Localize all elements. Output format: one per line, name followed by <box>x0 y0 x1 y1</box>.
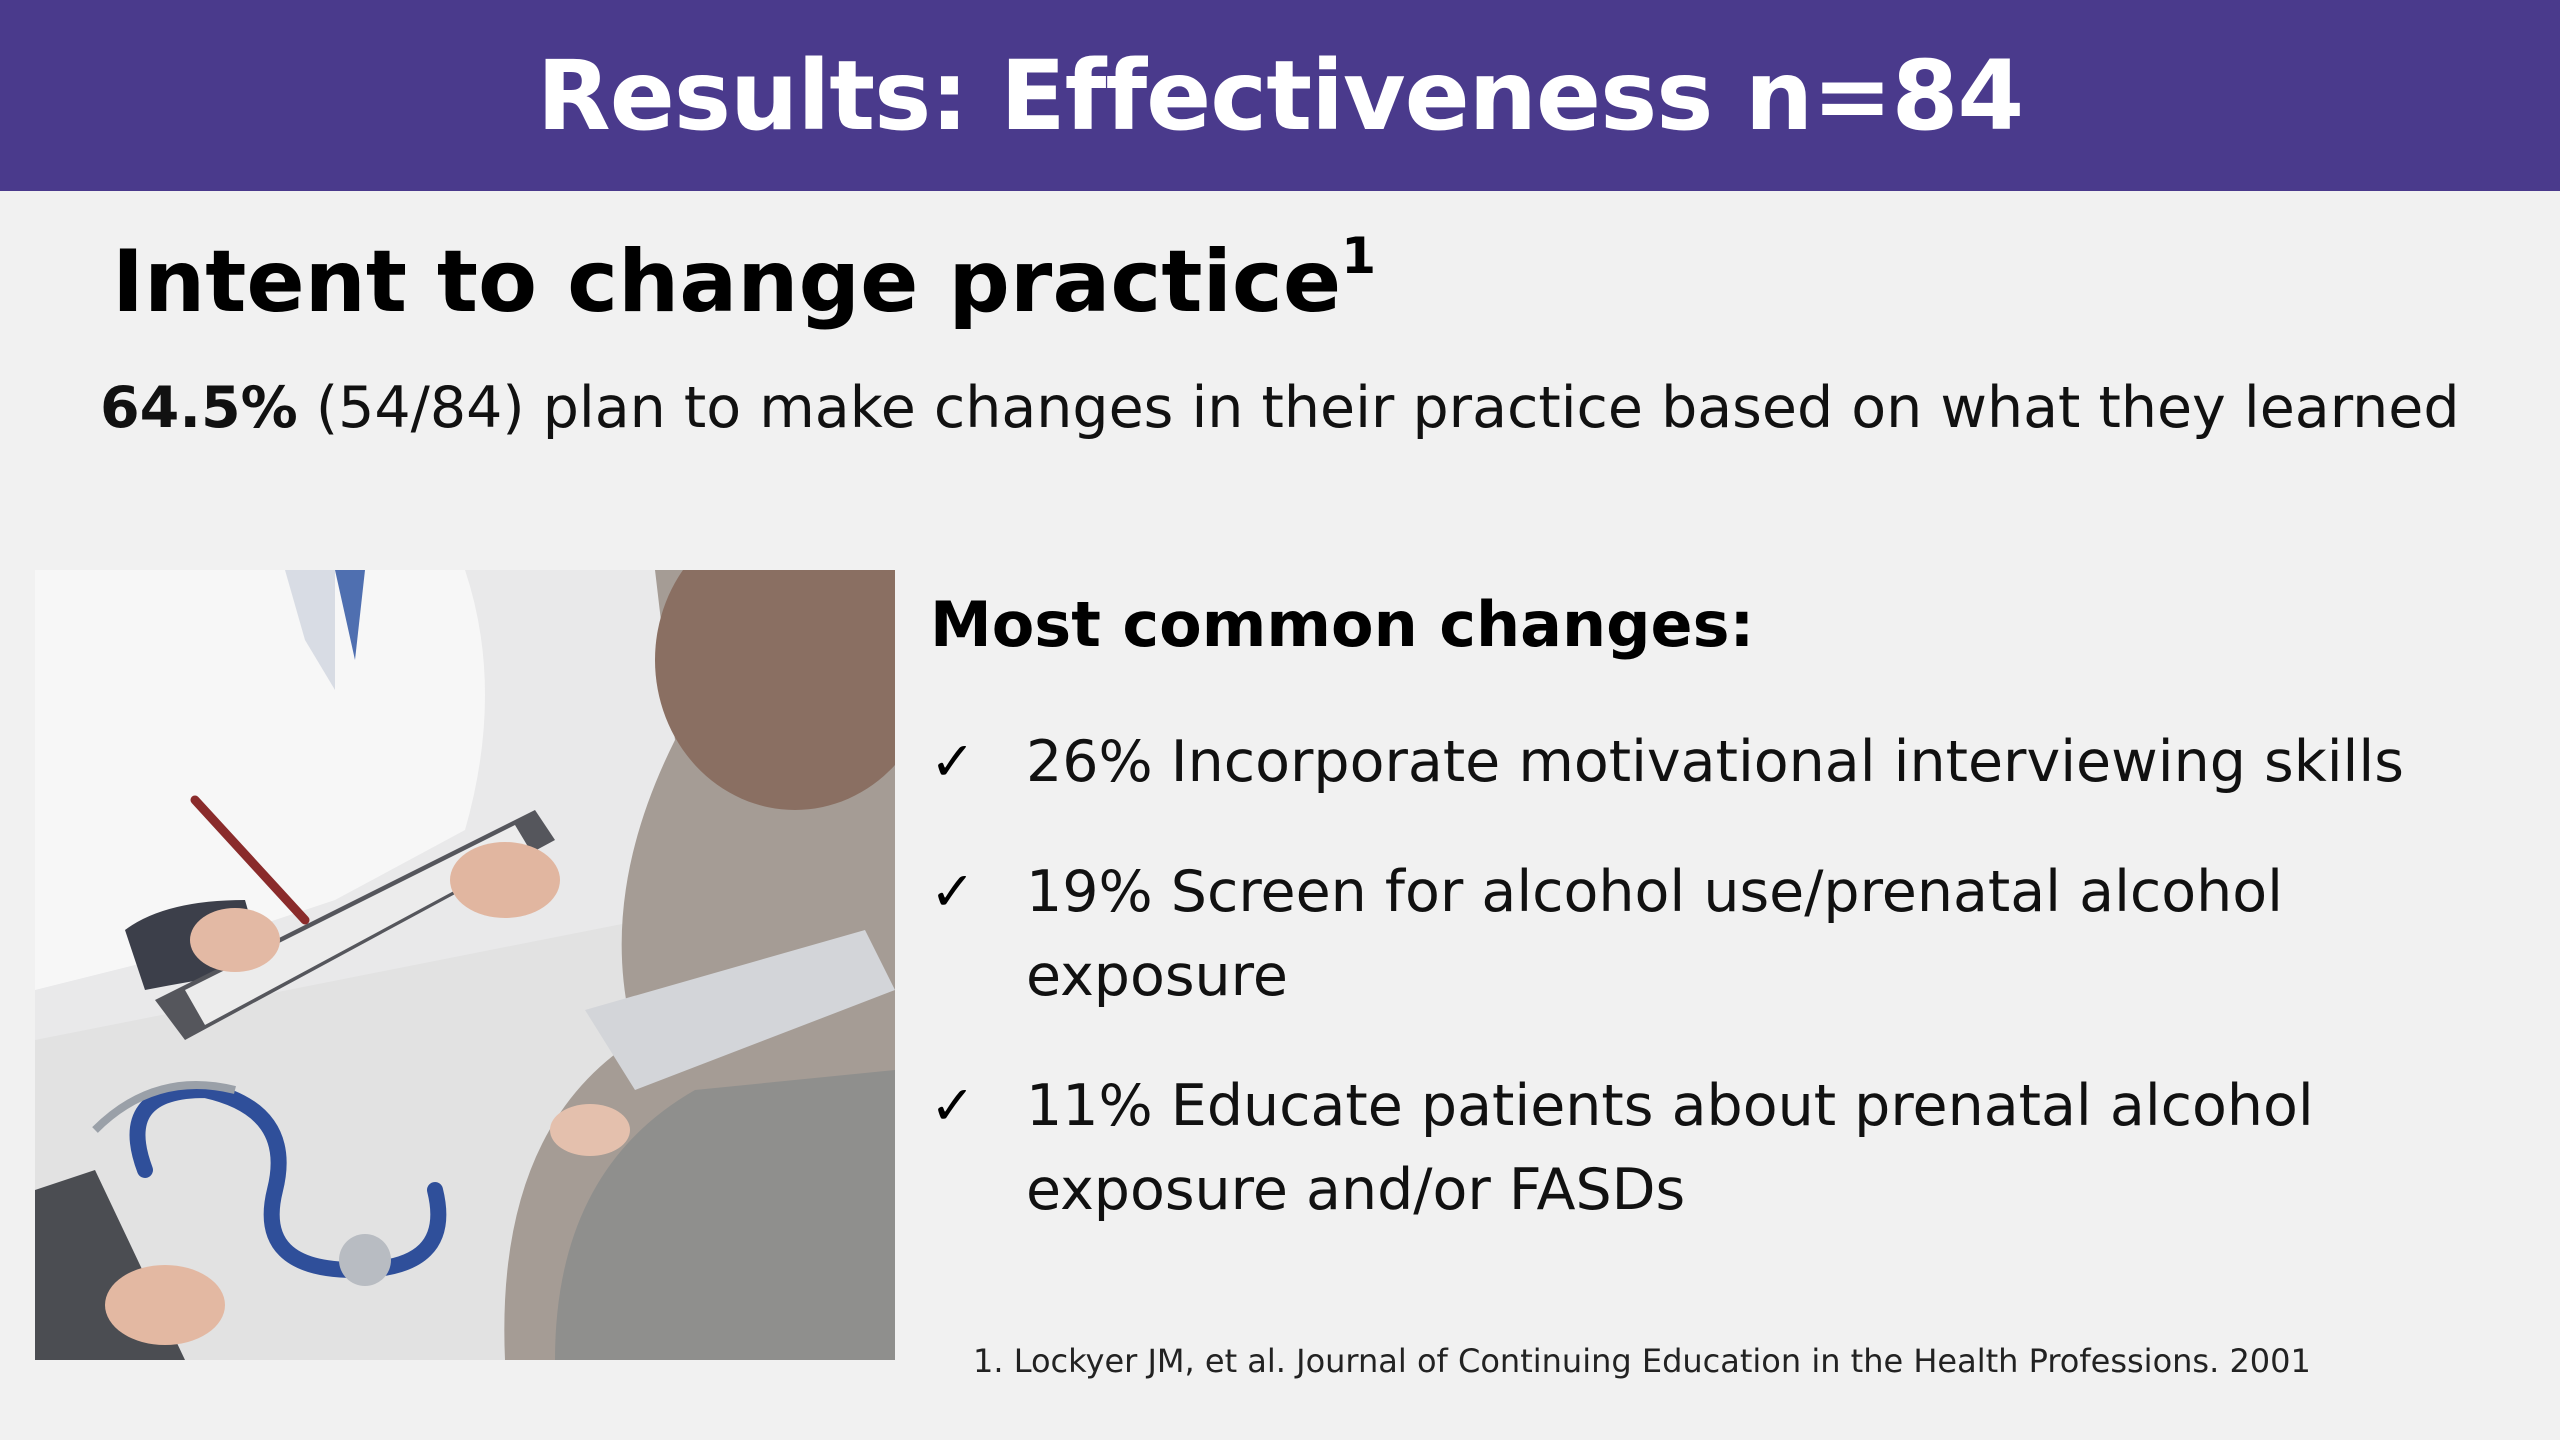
checkmark-icon: ✓ <box>930 1074 976 1137</box>
list-item: ✓ 11% Educate patients about prenatal al… <box>930 1064 2470 1232</box>
list-item: ✓ 19% Screen for alcohol use/prenatal al… <box>930 850 2470 1018</box>
list-item-text: 19% Screen for alcohol use/prenatal alco… <box>1026 859 2283 1009</box>
section-heading-text: Intent to change practice <box>112 232 1342 332</box>
doctor-patient-photo <box>35 570 895 1360</box>
list-item-text: 26% Incorporate motivational interviewin… <box>1026 729 2404 795</box>
list-item: ✓ 26% Incorporate motivational interview… <box>930 720 2470 804</box>
stat-highlight: 64.5% <box>100 375 298 441</box>
list-item-text: 11% Educate patients about prenatal alco… <box>1026 1073 2314 1223</box>
stat-text: (54/84) plan to make changes in their pr… <box>297 375 2460 441</box>
changes-heading: Most common changes: <box>930 588 1755 661</box>
section-heading: Intent to change practice1 <box>112 227 1376 332</box>
checkmark-icon: ✓ <box>930 730 976 793</box>
slide-title: Results: Effectiveness n=84 <box>536 39 2024 152</box>
checkmark-icon: ✓ <box>930 860 976 923</box>
intent-statistic: 64.5% (54/84) plan to make changes in th… <box>100 375 2460 441</box>
changes-list: ✓ 26% Incorporate motivational interview… <box>930 720 2470 1278</box>
footnote-citation: 1. Lockyer JM, et al. Journal of Continu… <box>973 1342 2311 1380</box>
footnote-reference: 1 <box>1341 227 1377 286</box>
title-bar: Results: Effectiveness n=84 <box>0 0 2560 191</box>
